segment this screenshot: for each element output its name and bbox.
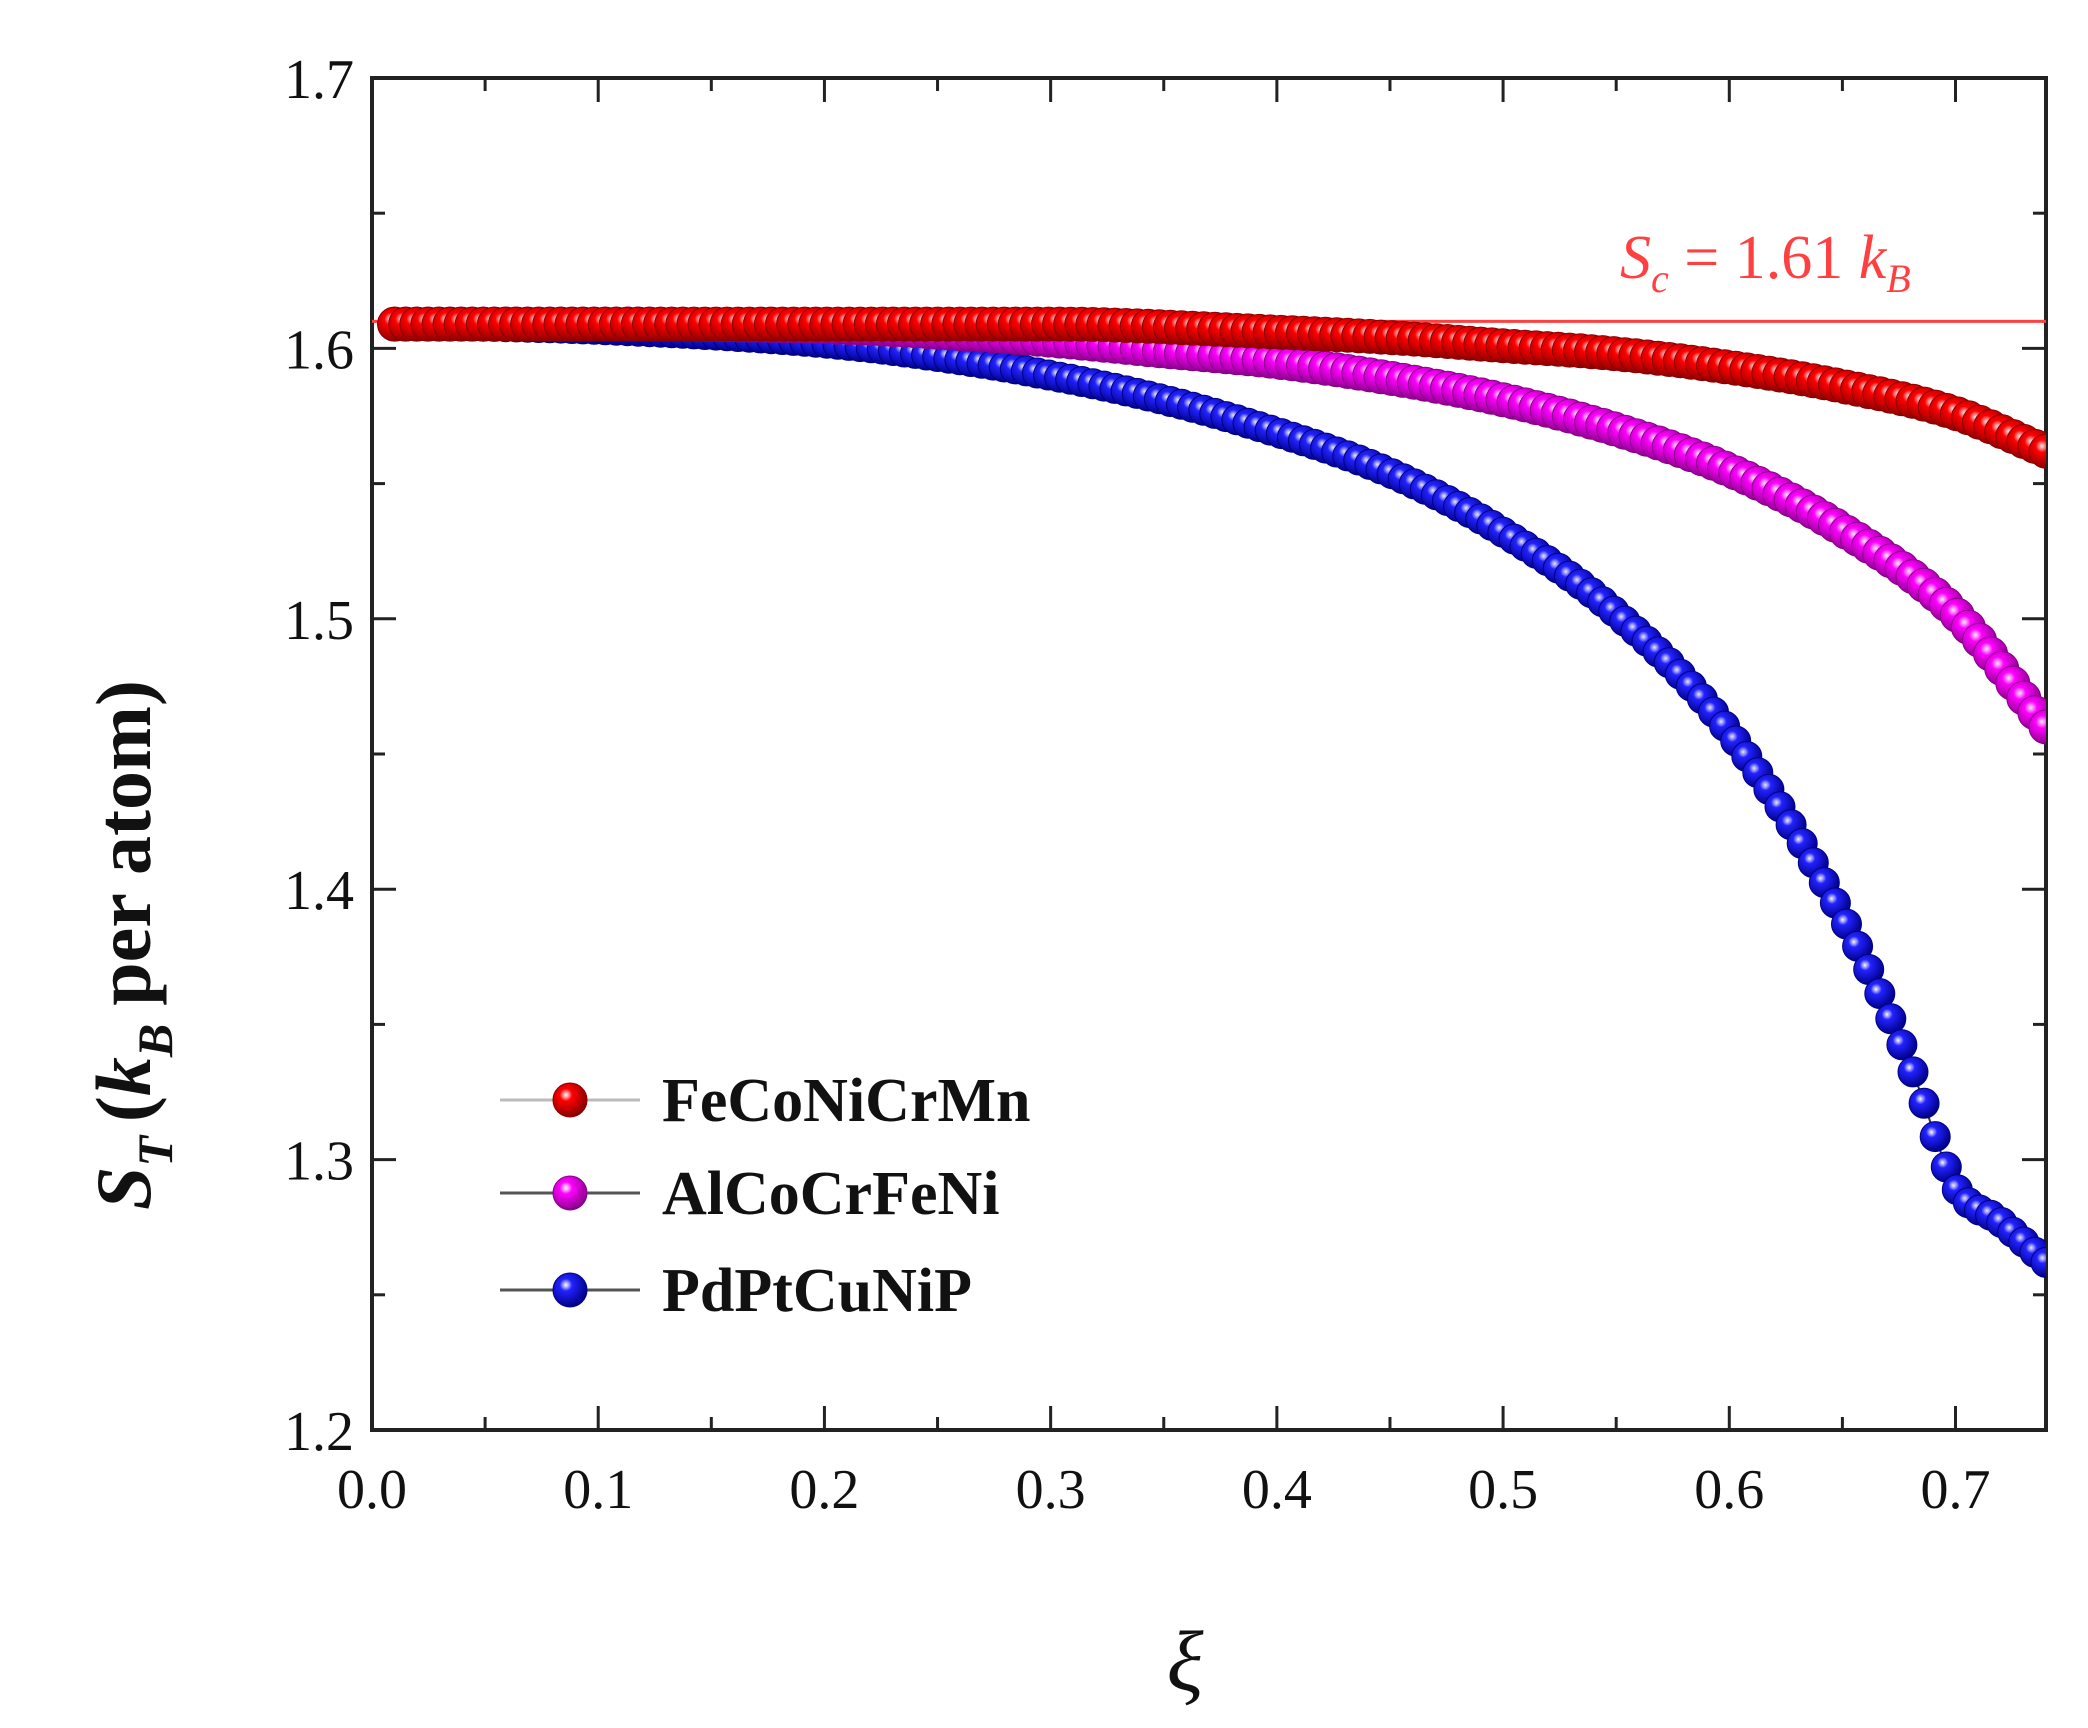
ref-label-s-sub: c <box>1651 256 1669 301</box>
series-PdPtCuNiP <box>379 309 2046 1278</box>
ref-label-k-sub: B <box>1886 256 1910 301</box>
data-point <box>1886 1029 1918 1061</box>
legend-marker <box>552 1175 588 1211</box>
x-tick-label: 0.1 <box>563 1459 633 1521</box>
data-point <box>1919 1121 1951 1153</box>
y-tick-label: 1.7 <box>284 49 354 111</box>
y-tick-label: 1.6 <box>284 319 354 381</box>
y-label-s-sub: T <box>127 1134 183 1167</box>
data-point <box>2028 709 2046 745</box>
data-point <box>1875 1003 1907 1035</box>
x-tick-label: 0.5 <box>1468 1459 1538 1521</box>
series-line <box>394 323 2046 1264</box>
y-label-k-sub: B <box>127 1024 183 1058</box>
y-label-rest: per atom) <box>80 680 167 1006</box>
series-FeCoNiCrMn <box>377 306 2046 469</box>
legend-item-feconicrmn: FeCoNiCrMn <box>500 1067 1030 1135</box>
y-tick-label: 1.4 <box>284 860 354 922</box>
x-tick-label: 0.3 <box>1016 1459 1086 1521</box>
data-point <box>1908 1087 1940 1119</box>
legend: FeCoNiCrMn AlCoCrFeNi PdPtCuNiP <box>500 1067 1030 1325</box>
x-tick-label: 0.6 <box>1694 1459 1764 1521</box>
x-tick-label: 0.2 <box>789 1459 859 1521</box>
x-tick-label: 0.7 <box>1921 1459 1991 1521</box>
y-label-k: k <box>80 1057 167 1096</box>
legend-marker <box>552 1272 588 1308</box>
legend-label: AlCoCrFeNi <box>662 1160 999 1228</box>
legend-label: FeCoNiCrMn <box>662 1067 1030 1135</box>
y-tick-label: 1.5 <box>284 590 354 652</box>
ref-label-s: S <box>1620 224 1651 292</box>
legend-label: PdPtCuNiP <box>662 1257 972 1325</box>
y-label-open: ( <box>80 1096 167 1122</box>
y-tick-label: 1.3 <box>284 1131 354 1193</box>
ref-label-k: k <box>1859 224 1888 292</box>
data-point <box>2028 433 2046 469</box>
x-tick-label: 0.4 <box>1242 1459 1312 1521</box>
x-axis-label: ξ <box>1167 1613 1204 1709</box>
series-layer <box>377 306 2046 1278</box>
critical-entropy-label: Sc = 1.61 kB <box>1620 224 1911 301</box>
y-label-s: S <box>80 1167 167 1210</box>
y-axis-ticks: 1.2 1.3 1.4 1.5 1.6 1.7 <box>284 49 2046 1463</box>
y-tick-label: 1.2 <box>284 1401 354 1463</box>
data-point <box>2030 1246 2046 1278</box>
data-point <box>1897 1056 1929 1088</box>
y-axis-label: ST (kBper atom) <box>80 680 183 1210</box>
legend-marker <box>552 1082 588 1118</box>
legend-item-alcocrfeni: AlCoCrFeNi <box>500 1160 999 1228</box>
ref-label-eq: = 1.61 <box>1669 224 1859 292</box>
x-axis-ticks: 0.0 0.1 0.2 0.3 0.4 0.5 0.6 0.7 <box>337 78 1991 1521</box>
x-tick-label: 0.0 <box>337 1459 407 1521</box>
legend-item-pdptcunip: PdPtCuNiP <box>500 1257 972 1325</box>
